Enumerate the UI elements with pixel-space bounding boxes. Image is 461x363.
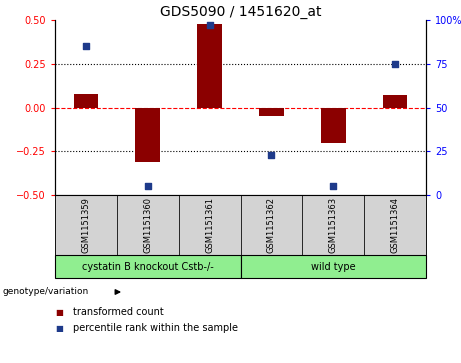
Text: GSM1151363: GSM1151363 — [329, 197, 338, 253]
Bar — [197, 24, 222, 107]
Text: genotype/variation: genotype/variation — [2, 287, 88, 297]
Bar — [321, 107, 346, 143]
Point — [206, 23, 213, 28]
Point — [144, 183, 151, 189]
Bar — [55, 195, 117, 255]
Bar — [302, 195, 364, 255]
Text: GSM1151362: GSM1151362 — [267, 197, 276, 253]
Bar — [179, 195, 241, 255]
Bar — [55, 255, 241, 278]
Text: transformed count: transformed count — [73, 307, 164, 317]
Point — [391, 61, 399, 67]
Bar — [241, 255, 426, 278]
Bar — [259, 107, 284, 116]
Text: cystatin B knockout Cstb-/-: cystatin B knockout Cstb-/- — [82, 261, 213, 272]
Title: GDS5090 / 1451620_at: GDS5090 / 1451620_at — [160, 5, 321, 19]
Text: GSM1151359: GSM1151359 — [82, 197, 90, 253]
Point — [82, 43, 89, 49]
Bar — [136, 107, 160, 162]
Text: ■: ■ — [55, 323, 63, 333]
Bar — [241, 195, 302, 255]
Text: GSM1151361: GSM1151361 — [205, 197, 214, 253]
Bar — [383, 95, 408, 107]
Text: GSM1151360: GSM1151360 — [143, 197, 152, 253]
Text: wild type: wild type — [311, 261, 355, 272]
Bar — [117, 195, 179, 255]
Text: ■: ■ — [55, 307, 63, 317]
Bar — [74, 94, 98, 107]
Point — [330, 183, 337, 189]
Text: percentile rank within the sample: percentile rank within the sample — [73, 323, 238, 333]
Bar — [364, 195, 426, 255]
Text: GSM1151364: GSM1151364 — [390, 197, 400, 253]
Point — [268, 152, 275, 158]
